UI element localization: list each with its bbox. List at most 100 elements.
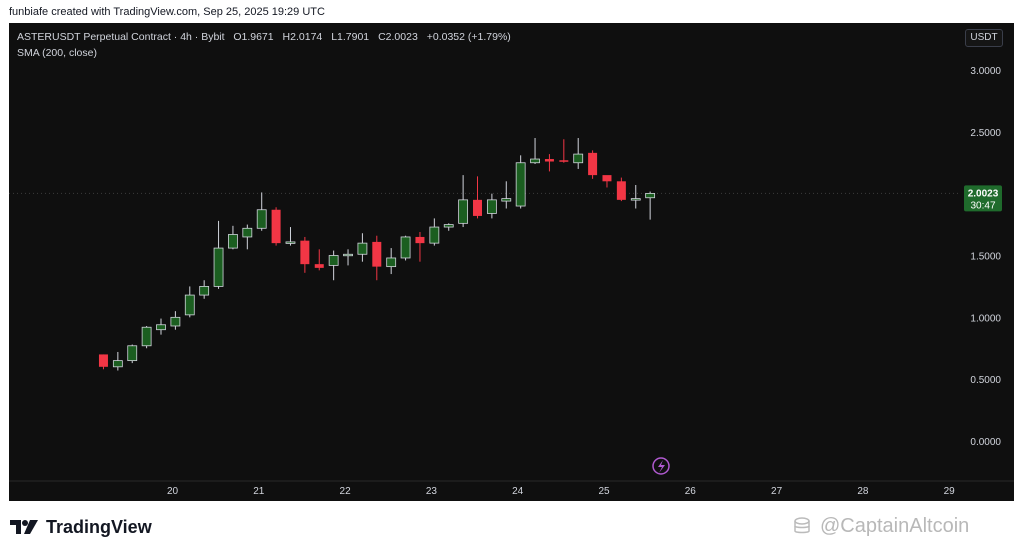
candle[interactable]	[458, 175, 469, 228]
candle-body	[645, 193, 656, 199]
price-tag-value: 2.0023	[968, 188, 999, 199]
tradingview-wordmark: TradingView	[46, 516, 152, 537]
candle[interactable]	[372, 235, 382, 281]
y-tick-label: 2.5000	[970, 128, 1001, 139]
candle[interactable]	[242, 224, 253, 250]
candle[interactable]	[285, 227, 296, 246]
candle-body	[415, 236, 425, 244]
candle[interactable]	[357, 233, 368, 262]
change-value: +0.0352 (+1.79%)	[426, 31, 511, 43]
lightning-icon	[658, 460, 665, 473]
candle-body	[357, 242, 368, 255]
candle[interactable]	[127, 344, 138, 364]
high-label: H	[282, 31, 291, 43]
candle[interactable]	[228, 225, 238, 250]
candle[interactable]	[602, 175, 612, 188]
candle[interactable]	[630, 185, 641, 209]
chart-attribution: funbiafe created with TradingView.com, S…	[9, 6, 325, 18]
candle-body	[429, 226, 440, 244]
candle[interactable]	[343, 249, 353, 266]
symbol-name[interactable]: ASTERUSDT Perpetual Contract · 4h · Bybi…	[17, 31, 225, 43]
candle[interactable]	[473, 176, 483, 219]
candle[interactable]	[616, 177, 626, 202]
y-tick-label: 1.0000	[970, 313, 1001, 324]
candle[interactable]	[184, 286, 195, 318]
indicator-legend[interactable]: SMA (200, close)	[17, 47, 97, 59]
candle[interactable]	[559, 139, 569, 163]
candle-body	[184, 294, 195, 316]
candle-body	[300, 240, 310, 265]
candle[interactable]	[256, 192, 267, 231]
candlestick-chart[interactable]: 3.00002.50002.00001.50001.00000.50000.00…	[9, 23, 1014, 501]
candle[interactable]	[271, 207, 281, 246]
candle[interactable]	[156, 318, 166, 335]
candle-body	[314, 264, 324, 268]
x-tick-label: 29	[944, 486, 956, 497]
candle-body	[515, 162, 526, 207]
tradingview-logo[interactable]: TradingView	[10, 516, 152, 538]
candle-body	[573, 153, 584, 164]
x-tick-label: 24	[512, 486, 524, 497]
candle[interactable]	[328, 250, 339, 281]
candle-body	[127, 345, 138, 362]
candle[interactable]	[486, 193, 497, 219]
watermark-text: @CaptainAltcoin	[820, 514, 970, 537]
candle-body	[213, 247, 224, 287]
y-tick-label: 0.5000	[970, 375, 1001, 386]
candle[interactable]	[443, 223, 454, 231]
candle-body	[559, 160, 569, 162]
candle[interactable]	[501, 181, 512, 209]
candle-body	[616, 181, 626, 200]
candle-body	[443, 224, 454, 228]
candle-body	[242, 227, 253, 238]
x-tick-label: 21	[253, 486, 265, 497]
candle[interactable]	[530, 138, 540, 164]
candle-body	[285, 241, 296, 244]
candle[interactable]	[141, 325, 152, 349]
x-tick-label: 27	[771, 486, 783, 497]
candle-body	[271, 209, 281, 244]
candle-body	[372, 241, 382, 267]
candle-body	[343, 253, 353, 257]
candle[interactable]	[300, 236, 310, 273]
candle[interactable]	[588, 150, 598, 179]
candle[interactable]	[314, 249, 324, 271]
candle-body	[112, 360, 123, 368]
candle[interactable]	[415, 232, 425, 262]
candle-body	[530, 158, 540, 164]
x-tick-label: 28	[857, 486, 869, 497]
candle[interactable]	[400, 235, 411, 261]
chart-panel[interactable]: 3.00002.50002.00001.50001.00000.50000.00…	[9, 23, 1014, 501]
candle[interactable]	[573, 138, 584, 169]
candle-body	[141, 326, 152, 347]
coin-stack-icon	[794, 517, 810, 534]
x-tick-label: 20	[167, 486, 179, 497]
candle-body	[156, 324, 166, 331]
candle[interactable]	[429, 218, 440, 246]
high-value: 2.0174	[290, 31, 323, 43]
candle-body	[228, 234, 238, 249]
candle-body	[544, 159, 554, 162]
candle[interactable]	[112, 351, 123, 371]
candle[interactable]	[544, 154, 554, 172]
candle-body	[486, 199, 497, 214]
currency-button[interactable]: USDT	[965, 29, 1003, 47]
x-tick-label: 26	[685, 486, 697, 497]
candle[interactable]	[213, 220, 224, 289]
price-tag	[964, 185, 1002, 212]
candle[interactable]	[170, 311, 181, 330]
open-label: O	[233, 31, 242, 43]
candle[interactable]	[645, 191, 656, 220]
x-tick-label: 25	[598, 486, 610, 497]
candle-body	[473, 199, 483, 216]
event-marker-icon[interactable]	[652, 457, 670, 475]
candle[interactable]	[386, 248, 397, 275]
low-label: L	[331, 31, 338, 43]
candle-body	[98, 354, 108, 367]
candle[interactable]	[515, 155, 526, 209]
candle[interactable]	[199, 280, 210, 299]
candle[interactable]	[98, 354, 108, 370]
x-tick-label: 23	[426, 486, 438, 497]
symbol-legend: ASTERUSDT Perpetual Contract · 4h · Bybi…	[17, 31, 517, 43]
candle-body	[501, 198, 512, 202]
